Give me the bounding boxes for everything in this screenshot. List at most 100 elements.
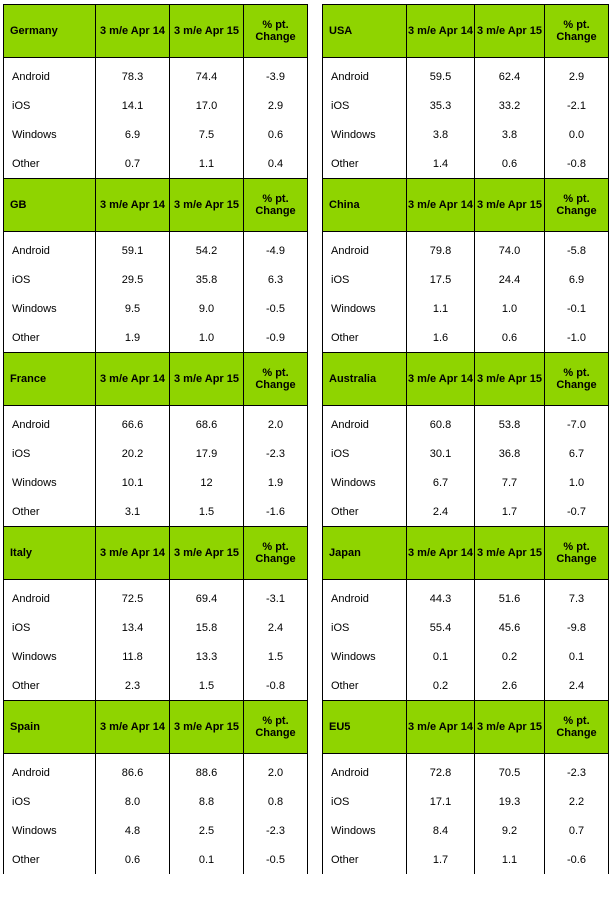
left-column: Germany 3 m/e Apr 14 3 m/e Apr 15% pt. Cha… [3,4,308,874]
os-name-cell: Other [3,671,96,701]
value-cell: 0.1 [544,642,609,671]
value-cell: 1.1 [406,294,475,323]
column-header: 3 m/e Apr 15 [474,352,545,406]
region-name: China [322,178,407,232]
os-name-cell: Android [322,579,407,613]
value-cell: 4.8 [95,816,170,845]
table-row: iOS 17.1 19.3 2.2 [322,787,609,816]
value-cell: 29.5 [95,265,170,294]
table-row: Android 86.6 88.6 2.0 [3,753,308,787]
value-cell: -1.0 [544,323,609,353]
value-cell: 2.4 [243,613,308,642]
table-row: Other 0.2 2.6 2.4 [322,671,609,701]
column-header: 3 m/e Apr 15 [169,700,244,754]
value-cell: -2.3 [243,439,308,468]
value-cell: -1.6 [243,497,308,527]
value-cell: -7.0 [544,405,609,439]
value-cell: 3.8 [474,120,545,149]
value-cell: -5.8 [544,231,609,265]
table-row: Windows 10.1 12 1.9 [3,468,308,497]
table-row: iOS 8.0 8.8 0.8 [3,787,308,816]
right-market-share-table: USA 3 m/e Apr 14 3 m/e Apr 15% pt. Change A… [322,4,609,874]
column-header: 3 m/e Apr 14 [406,4,475,58]
os-name-cell: Windows [322,816,407,845]
table-row: Windows 8.4 9.2 0.7 [322,816,609,845]
os-name-cell: iOS [3,787,96,816]
section-header-row: Australia 3 m/e Apr 14 3 m/e Apr 15% pt. C… [322,352,609,406]
column-header: % pt. Change [243,700,308,754]
section-header-row: Germany 3 m/e Apr 14 3 m/e Apr 15% pt. Cha… [3,4,308,58]
region-name: Italy [3,526,96,580]
value-cell: -0.5 [243,294,308,323]
os-name-cell: Windows [322,642,407,671]
os-name-cell: Android [3,405,96,439]
value-cell: 1.1 [474,845,545,874]
region-name: EU5 [322,700,407,754]
os-name-cell: iOS [322,613,407,642]
value-cell: 8.8 [169,787,244,816]
value-cell: 6.7 [544,439,609,468]
table-row: iOS 20.2 17.9 -2.3 [3,439,308,468]
value-cell: 1.5 [169,671,244,701]
column-header: 3 m/e Apr 15 [474,526,545,580]
value-cell: 0.7 [95,149,170,179]
column-header: 3 m/e Apr 15 [169,4,244,58]
section-header-row: USA 3 m/e Apr 14 3 m/e Apr 15% pt. Change [322,4,609,58]
value-cell: 1.0 [544,468,609,497]
table-row: iOS 17.5 24.4 6.9 [322,265,609,294]
column-header: 3 m/e Apr 14 [406,352,475,406]
value-cell: 6.7 [406,468,475,497]
value-cell: 70.5 [474,753,545,787]
column-header: % pt. Change [243,526,308,580]
column-header: 3 m/e Apr 15 [474,700,545,754]
column-header: % pt. Change [243,4,308,58]
value-cell: 11.8 [95,642,170,671]
value-cell: 1.4 [406,149,475,179]
value-cell: 2.5 [169,816,244,845]
value-cell: 45.6 [474,613,545,642]
value-cell: 0.1 [406,642,475,671]
os-name-cell: Other [3,845,96,874]
section-header-row: China 3 m/e Apr 14 3 m/e Apr 15% pt. Chang… [322,178,609,232]
os-name-cell: Android [3,753,96,787]
table-row: Windows 1.1 1.0 -0.1 [322,294,609,323]
value-cell: 7.7 [474,468,545,497]
value-cell: -2.3 [243,816,308,845]
os-name-cell: Other [3,497,96,527]
table-row: Android 44.3 51.6 7.3 [322,579,609,613]
table-row: Windows 6.7 7.7 1.0 [322,468,609,497]
table-row: Android 59.5 62.4 2.9 [322,57,609,91]
value-cell: 12 [169,468,244,497]
value-cell: 0.6 [474,149,545,179]
value-cell: 6.9 [544,265,609,294]
os-name-cell: Android [322,405,407,439]
value-cell: 0.2 [406,671,475,701]
os-name-cell: Windows [3,816,96,845]
value-cell: 17.9 [169,439,244,468]
value-cell: 0.4 [243,149,308,179]
column-header: % pt. Change [243,352,308,406]
value-cell: 88.6 [169,753,244,787]
table-row: iOS 55.4 45.6 -9.8 [322,613,609,642]
value-cell: 33.2 [474,91,545,120]
value-cell: 74.4 [169,57,244,91]
table-row: Android 78.3 74.4 -3.9 [3,57,308,91]
value-cell: 10.1 [95,468,170,497]
os-name-cell: Windows [3,120,96,149]
value-cell: 7.3 [544,579,609,613]
table-row: Other 0.7 1.1 0.4 [3,149,308,179]
column-header: 3 m/e Apr 14 [95,4,170,58]
value-cell: 66.6 [95,405,170,439]
region-name: USA [322,4,407,58]
value-cell: 0.6 [243,120,308,149]
value-cell: 3.1 [95,497,170,527]
value-cell: 35.3 [406,91,475,120]
os-name-cell: iOS [322,439,407,468]
os-name-cell: Windows [3,294,96,323]
left-market-share-table: Germany 3 m/e Apr 14 3 m/e Apr 15% pt. Cha… [3,4,308,874]
section-header-row: Italy 3 m/e Apr 14 3 m/e Apr 15% pt. Chang… [3,526,308,580]
value-cell: -9.8 [544,613,609,642]
os-name-cell: iOS [3,265,96,294]
table-row: Windows 6.9 7.5 0.6 [3,120,308,149]
value-cell: 59.5 [406,57,475,91]
